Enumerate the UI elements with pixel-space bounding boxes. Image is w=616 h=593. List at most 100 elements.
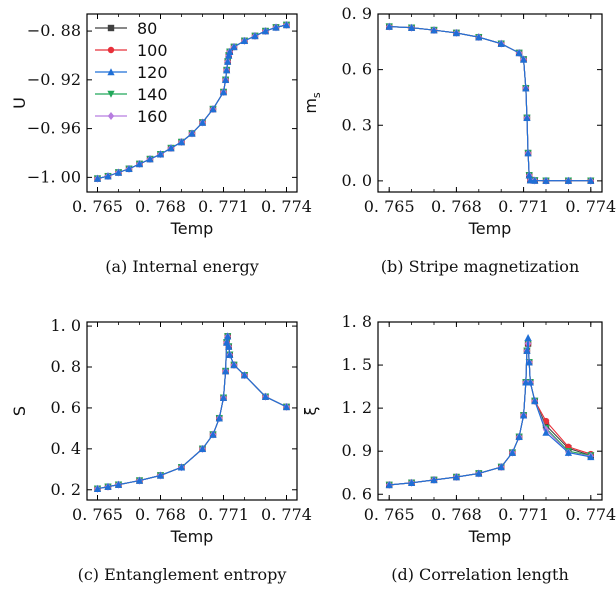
series-line-80 <box>97 336 287 490</box>
x-axis-label: Temp <box>170 219 214 238</box>
x-tick-label: 0. 771 <box>198 505 249 524</box>
data-point-120 <box>114 168 123 176</box>
data-point-120 <box>209 430 217 438</box>
y-tick-label: −0. 96 <box>27 119 81 138</box>
data-point-120 <box>177 463 186 471</box>
plot-frame <box>377 321 603 501</box>
data-point-120 <box>531 397 539 405</box>
panel-1: 0. 765 0. 768 0. 771 0. 774 −1. 00 −0. 96 −0. … <box>10 13 312 276</box>
data-point-120 <box>135 160 144 168</box>
data-point-120 <box>177 138 186 146</box>
y-tick-label: 1. 5 <box>341 355 372 374</box>
x-tick-label: 0. 771 <box>498 197 549 216</box>
data-point-120 <box>564 176 572 184</box>
y-tick-label: −0. 92 <box>27 70 81 89</box>
series-line-160 <box>389 343 591 486</box>
panel-caption: (a) Internal energy <box>105 257 259 276</box>
series-line-160 <box>97 336 287 490</box>
series-line-80 <box>389 26 591 182</box>
y-axis-label: S <box>10 406 29 416</box>
data-point-120 <box>282 403 291 411</box>
y-tick-label: 1. 2 <box>341 398 372 417</box>
data-point-120 <box>219 393 228 401</box>
data-point-120 <box>225 342 233 350</box>
data-point-120 <box>240 37 249 45</box>
x-tick-label: 0. 765 <box>72 505 123 524</box>
data-point-120 <box>520 411 528 419</box>
data-point-120 <box>430 476 438 484</box>
series-line-120 <box>389 337 591 486</box>
x-tick-label: 0. 765 <box>364 505 415 524</box>
data-point-120 <box>475 469 483 477</box>
data-point-120 <box>524 333 532 341</box>
x-tick-label: 0. 774 <box>565 197 616 216</box>
data-point-120 <box>230 361 238 369</box>
data-point-120 <box>104 172 112 180</box>
x-tick-label: 0. 771 <box>498 505 549 524</box>
y-tick-label: −0. 88 <box>27 21 81 40</box>
panel-caption: (b) Stripe magnetization <box>381 257 580 276</box>
data-point-120 <box>224 332 232 340</box>
data-point-120 <box>520 55 528 63</box>
y-tick-label: 0. 9 <box>341 4 372 23</box>
x-axis-label: Temp <box>170 527 214 546</box>
plot-frame <box>377 13 603 193</box>
series-line-100 <box>97 24 287 180</box>
plot-frame <box>86 13 298 193</box>
series-line-100 <box>389 343 591 486</box>
data-point-120 <box>223 66 231 74</box>
data-point-120 <box>497 39 505 47</box>
legend: 80 100 120 140 160 <box>95 19 168 126</box>
series-line-140 <box>389 343 591 486</box>
y-tick-label: 0. 6 <box>341 60 372 79</box>
data-point-120 <box>230 43 238 51</box>
data-point-120 <box>251 32 259 40</box>
data-point-120 <box>226 47 234 55</box>
legend-label: 140 <box>137 85 168 104</box>
x-tick-label: 0. 774 <box>261 505 312 524</box>
data-point-120 <box>272 23 280 31</box>
data-point-120 <box>542 176 550 184</box>
x-tick-label: 0. 768 <box>135 197 186 216</box>
data-point-120 <box>156 150 165 158</box>
series-line-100 <box>389 26 591 182</box>
data-point-120 <box>475 33 483 41</box>
legend-label: 80 <box>137 19 157 38</box>
series-line-140 <box>97 336 287 490</box>
legend-label: 120 <box>137 63 168 82</box>
y-tick-label: 0. 3 <box>341 115 372 134</box>
data-point-120 <box>282 21 291 29</box>
data-point-120 <box>167 144 175 152</box>
y-tick-label: 0. 9 <box>341 441 372 460</box>
x-tick-label: 0. 774 <box>565 505 616 524</box>
data-point-120 <box>497 463 505 471</box>
data-point-120 <box>564 448 572 456</box>
data-point-120 <box>156 471 165 479</box>
data-point-120 <box>222 367 230 375</box>
data-point-120 <box>188 129 196 137</box>
data-point-120 <box>135 476 144 484</box>
y-tick-label: 1. 8 <box>341 312 372 331</box>
legend-label: 100 <box>137 41 168 60</box>
x-tick-label: 0. 768 <box>431 505 482 524</box>
x-tick-label: 0. 765 <box>72 197 123 216</box>
data-point-120 <box>198 445 207 453</box>
legend-marker <box>107 112 115 120</box>
data-point-120 <box>515 49 523 57</box>
x-tick-label: 0. 771 <box>198 197 249 216</box>
legend-marker <box>107 68 115 76</box>
legend-label: 160 <box>137 107 168 126</box>
series-line-120 <box>389 26 591 182</box>
data-point-120 <box>104 482 112 490</box>
panel-3: 0. 765 0. 768 0. 771 0. 774 0. 2 0. 4 0. 6 0. 8… <box>10 316 312 584</box>
panel-caption: (d) Correlation length <box>391 565 569 584</box>
series-line-140 <box>389 26 591 182</box>
series-line-80 <box>97 24 287 180</box>
y-axis-label: ms <box>301 92 323 114</box>
data-point-120 <box>240 371 249 379</box>
data-point-120 <box>114 480 123 488</box>
data-point-120 <box>224 57 232 65</box>
data-point-120 <box>587 453 595 461</box>
data-point-120 <box>523 114 531 122</box>
